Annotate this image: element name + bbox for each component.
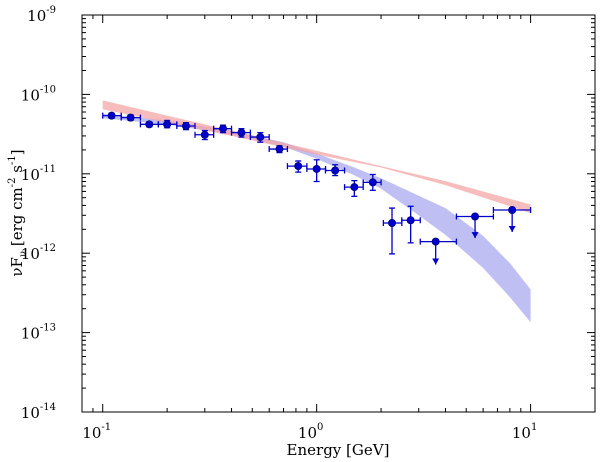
data-point-marker <box>256 133 265 142</box>
data-point-8 <box>249 131 270 143</box>
x-tick-base: 10 <box>82 424 101 442</box>
y-tick-base: 10 <box>27 7 46 25</box>
data-point-marker <box>275 145 284 154</box>
y-tick-label-2: 10-12 <box>21 243 56 263</box>
data-point-19 <box>492 206 532 232</box>
data-point-4 <box>176 121 196 131</box>
y-tick-base: 10 <box>21 404 40 422</box>
data-point-marker <box>294 162 303 171</box>
data-point-9 <box>268 145 289 154</box>
data-point-marker <box>219 124 228 133</box>
y-tick-label-1: 10-13 <box>21 323 56 343</box>
y-axis-label-F: F <box>8 257 26 267</box>
fit-bands <box>102 100 531 323</box>
y-tick-base: 10 <box>21 86 40 104</box>
data-point-5 <box>194 129 215 141</box>
data-point-1 <box>120 113 142 122</box>
y-tick-exp: -14 <box>40 402 56 413</box>
data-point-marker <box>181 121 190 130</box>
data-point-6 <box>213 124 233 134</box>
data-point-marker <box>471 212 480 221</box>
x-tick-label-1: 100 <box>298 422 323 442</box>
y-axis-label: νFν [erg cm-2 s-1] <box>7 149 29 276</box>
y-tick-base: 10 <box>21 245 40 263</box>
upper-limit-arrow <box>508 225 516 232</box>
y-tick-exp: -9 <box>46 5 56 16</box>
y-axis-label-open: [erg cm <box>8 187 26 251</box>
data-point-marker <box>388 219 397 228</box>
plot-frame <box>81 14 596 413</box>
y-axis-label-mid: s <box>8 165 26 177</box>
data-point-0 <box>102 111 122 120</box>
powerlaw-fit-band <box>102 100 531 214</box>
y-tick-exp: -13 <box>40 323 56 334</box>
data-point-marker <box>145 120 154 129</box>
data-point-marker <box>350 183 359 192</box>
x-tick-base: 10 <box>512 424 531 442</box>
x-tick-base: 10 <box>298 424 317 442</box>
x-tick-exp: -1 <box>101 422 111 433</box>
y-tick-base: 10 <box>21 166 40 184</box>
x-axis-label: Energy [GeV] <box>287 441 390 459</box>
upper-limit-arrow <box>471 232 479 239</box>
data-point-marker <box>406 216 415 225</box>
y-tick-label-0: 10-14 <box>21 402 56 422</box>
data-point-marker <box>331 166 340 175</box>
y-tick-exp: -12 <box>40 243 56 254</box>
data-point-marker <box>107 111 116 120</box>
data-point-marker <box>237 128 246 137</box>
y-tick-exp: -10 <box>40 84 56 95</box>
x-tick-label-2: 101 <box>512 422 537 442</box>
y-axis-label-nu: ν <box>8 267 26 276</box>
y-tick-label-4: 10-10 <box>21 84 56 104</box>
x-tick-exp: 0 <box>317 422 323 433</box>
data-point-14 <box>362 173 382 191</box>
y-tick-base: 10 <box>21 325 40 343</box>
data-point-13 <box>343 179 364 197</box>
x-tick-label-0: 10-1 <box>82 422 111 442</box>
y-axis-label-exp2: -1 <box>7 155 18 165</box>
curved-fit-band <box>102 113 531 323</box>
data-point-12 <box>324 164 346 177</box>
x-tick-exp: 1 <box>531 422 537 433</box>
data-points <box>102 111 532 265</box>
upper-limit-arrow <box>432 258 440 265</box>
data-point-17 <box>419 237 458 265</box>
data-point-16 <box>401 205 421 244</box>
y-axis-label-close: ] <box>8 149 26 155</box>
data-point-18 <box>455 212 495 239</box>
y-tick-label-3: 10-11 <box>21 164 56 184</box>
y-axis-label-exp1: -2 <box>7 178 18 188</box>
y-tick-exp: -11 <box>40 164 56 175</box>
data-point-marker <box>368 178 377 187</box>
y-axis-label-sub: ν <box>18 251 29 257</box>
data-point-marker <box>163 120 172 129</box>
data-point-marker <box>431 237 440 246</box>
y-tick-label-5: 10-9 <box>27 5 56 25</box>
data-point-marker <box>312 164 321 173</box>
data-point-7 <box>230 128 252 138</box>
data-point-marker <box>200 130 209 139</box>
data-point-marker <box>508 206 517 215</box>
data-point-marker <box>126 113 135 122</box>
